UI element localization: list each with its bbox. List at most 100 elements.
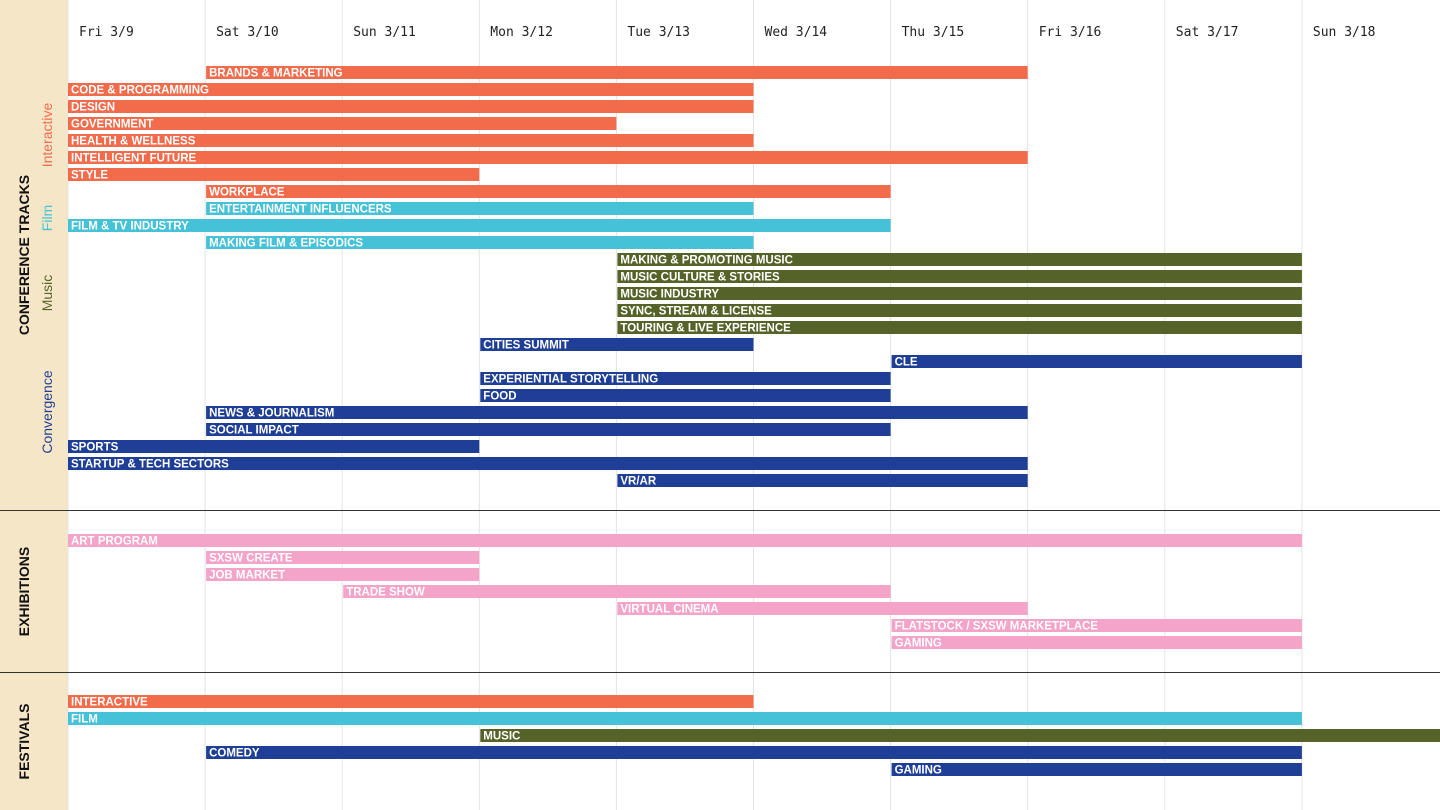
section-label-conference-tracks: CONFERENCE TRACKS <box>16 175 32 335</box>
day-label: Sun 3/11 <box>353 25 416 40</box>
bar-rect[interactable] <box>206 236 754 249</box>
bar-rect[interactable] <box>68 117 617 130</box>
bar-rect[interactable] <box>68 168 480 181</box>
bar-rect[interactable] <box>891 355 1302 368</box>
bar-sports[interactable]: SPORTS <box>68 440 480 454</box>
bar-government[interactable]: GOVERNMENT <box>68 117 617 131</box>
bar-making-promoting-music[interactable]: MAKING & PROMOTING MUSIC <box>617 253 1302 267</box>
bar-label: TRADE SHOW <box>346 587 425 599</box>
group-label-convergence: Convergence <box>39 370 55 453</box>
bar-film-tv-industry[interactable]: FILM & TV INDUSTRY <box>68 219 891 233</box>
bar-label: FILM <box>71 714 98 726</box>
bar-sync-stream-license[interactable]: SYNC, STREAM & LICENSE <box>617 304 1302 318</box>
bar-rect[interactable] <box>343 585 891 598</box>
bar-rect[interactable] <box>68 151 1028 164</box>
bar-interactive[interactable]: INTERACTIVE <box>68 695 754 709</box>
bar-label: GAMING <box>895 638 942 650</box>
bar-vr-ar[interactable]: VR/AR <box>617 474 1028 488</box>
day-header: Fri 3/9 Sat 3/10 Sun 3/11 Mon 3/12 Tue 3/13 W… <box>79 25 1376 40</box>
bar-rect[interactable] <box>206 568 480 581</box>
bar-rect[interactable] <box>206 746 1302 759</box>
bar-gaming[interactable]: GAMING <box>891 636 1302 650</box>
bar-rect[interactable] <box>617 287 1302 300</box>
day-label: Thu 3/15 <box>902 25 965 40</box>
bar-rect[interactable] <box>68 100 754 113</box>
bar-rect[interactable] <box>206 66 1028 79</box>
bar-food[interactable]: FOOD <box>480 389 891 403</box>
bar-making-film-episodics[interactable]: MAKING FILM & EPISODICS <box>206 236 754 250</box>
bar-film[interactable]: FILM <box>68 712 1302 726</box>
bar-cle[interactable]: CLE <box>891 355 1302 369</box>
bar-rect[interactable] <box>206 551 480 564</box>
day-label: Tue 3/13 <box>627 25 690 40</box>
bar-rect[interactable] <box>480 372 891 385</box>
bar-experiential-storytelling[interactable]: EXPERIENTIAL STORYTELLING <box>480 372 891 386</box>
bar-rect[interactable] <box>68 712 1302 725</box>
bar-rect[interactable] <box>480 338 754 351</box>
bar-rect[interactable] <box>480 389 891 402</box>
bar-gaming[interactable]: GAMING <box>891 763 1302 777</box>
bar-label: MUSIC INDUSTRY <box>620 289 719 301</box>
bar-rect[interactable] <box>617 602 1028 615</box>
bar-label: CLE <box>895 357 918 369</box>
bar-intelligent-future[interactable]: INTELLIGENT FUTURE <box>68 151 1028 165</box>
bar-music-industry[interactable]: MUSIC INDUSTRY <box>617 287 1302 301</box>
bar-rect[interactable] <box>891 619 1302 632</box>
bar-rect[interactable] <box>206 185 891 198</box>
bar-label: BRANDS & MARKETING <box>209 68 343 80</box>
bar-startup-tech-sectors[interactable]: STARTUP & TECH SECTORS <box>68 457 1028 471</box>
bar-label: MUSIC <box>483 731 520 743</box>
bar-social-impact[interactable]: SOCIAL IMPACT <box>206 423 891 437</box>
bar-health-wellness[interactable]: HEALTH & WELLNESS <box>68 134 754 148</box>
bar-flatstock-sxsw-marketplace[interactable]: FLATSTOCK / SXSW MARKETPLACE <box>891 619 1302 633</box>
bar-rect[interactable] <box>891 636 1302 649</box>
bar-comedy[interactable]: COMEDY <box>206 746 1302 760</box>
bar-style[interactable]: STYLE <box>68 168 480 182</box>
bar-rect[interactable] <box>68 134 754 147</box>
bar-label: EXPERIENTIAL STORYTELLING <box>483 374 658 386</box>
bar-rect[interactable] <box>68 534 1302 547</box>
bar-rect[interactable] <box>206 423 891 436</box>
bar-rect[interactable] <box>206 202 754 215</box>
day-label: Sun 3/18 <box>1313 25 1376 40</box>
sidebar-panel <box>0 0 68 810</box>
bar-code-programming[interactable]: CODE & PROGRAMMING <box>68 83 754 97</box>
bar-rect[interactable] <box>617 474 1028 487</box>
bar-virtual-cinema[interactable]: VIRTUAL CINEMA <box>617 602 1028 616</box>
day-label: Sat 3/17 <box>1176 25 1239 40</box>
bar-music-culture-stories[interactable]: MUSIC CULTURE & STORIES <box>617 270 1302 284</box>
bar-rect[interactable] <box>617 304 1302 317</box>
bar-music[interactable]: MUSIC <box>480 729 1440 743</box>
bar-rect[interactable] <box>891 763 1302 776</box>
bar-rect[interactable] <box>206 406 1028 419</box>
bar-rect[interactable] <box>68 457 1028 470</box>
bar-rect[interactable] <box>68 219 891 232</box>
bar-label: MAKING FILM & EPISODICS <box>209 238 363 250</box>
bar-label: ENTERTAINMENT INFLUENCERS <box>209 204 392 216</box>
bar-design[interactable]: DESIGN <box>68 100 754 114</box>
bar-label: INTERACTIVE <box>71 697 148 709</box>
bar-label: GAMING <box>895 765 942 777</box>
bar-label: NEWS & JOURNALISM <box>209 408 334 420</box>
bar-touring-live-experience[interactable]: TOURING & LIVE EXPERIENCE <box>617 321 1302 335</box>
bar-workplace[interactable]: WORKPLACE <box>206 185 891 199</box>
bar-rect[interactable] <box>617 321 1302 334</box>
bar-news-journalism[interactable]: NEWS & JOURNALISM <box>206 406 1028 420</box>
bar-job-market[interactable]: JOB MARKET <box>206 568 480 582</box>
bar-label: MUSIC CULTURE & STORIES <box>620 272 780 284</box>
bar-trade-show[interactable]: TRADE SHOW <box>343 585 891 599</box>
bar-rect[interactable] <box>68 440 480 453</box>
bar-brands-marketing[interactable]: BRANDS & MARKETING <box>206 66 1028 80</box>
bar-sxsw-create[interactable]: SXSW CREATE <box>206 551 480 565</box>
bar-cities-summit[interactable]: CITIES SUMMIT <box>480 338 754 352</box>
bar-art-program[interactable]: ART PROGRAM <box>68 534 1302 548</box>
bar-label: STYLE <box>71 170 108 182</box>
bar-rect[interactable] <box>68 83 754 96</box>
bar-rect[interactable] <box>68 695 754 708</box>
bar-label: GOVERNMENT <box>71 119 153 131</box>
bar-rect[interactable] <box>617 270 1302 283</box>
bar-entertainment-influencers[interactable]: ENTERTAINMENT INFLUENCERS <box>206 202 754 216</box>
bar-rect[interactable] <box>480 729 1440 742</box>
bar-rect[interactable] <box>617 253 1302 266</box>
